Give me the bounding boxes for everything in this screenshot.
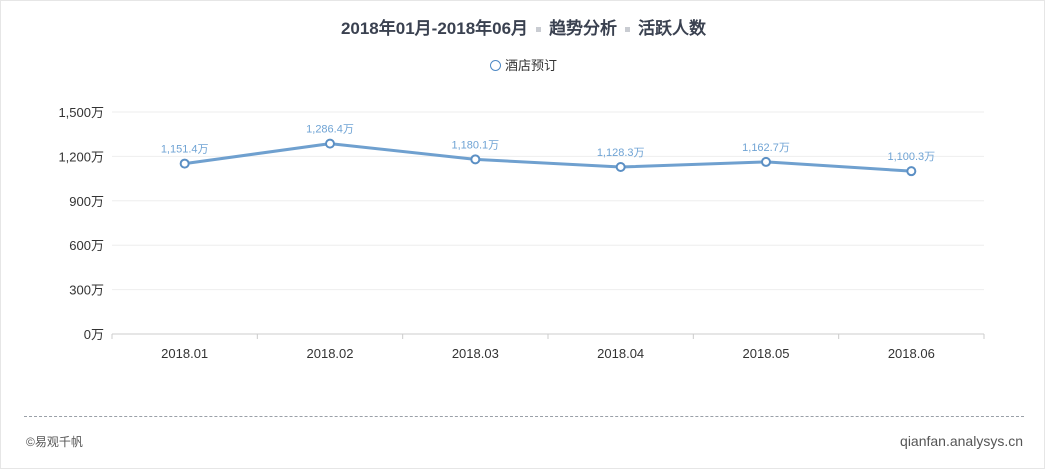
legend-label: 酒店预订 [504,58,557,73]
x-tick-label: 2018.04 [597,346,644,361]
data-label: 1,162.7万 [742,142,790,154]
data-point [179,158,190,169]
data-label: 1,151.4万 [161,144,209,156]
title-date-range: 2018年01月-2018年06月 [340,19,529,38]
legend-marker-icon [489,60,501,71]
y-tick-label: 300万 [69,283,104,298]
data-label: 1,180.1万 [451,139,499,151]
title-section: 趋势分析 [549,19,618,38]
x-tick-label: 2018.01 [161,346,208,361]
y-tick-label: 1,500万 [58,105,104,120]
data-point [470,154,481,165]
line-chart: 0万 300万 600万 900万 1,200万 1,500万 2018.01 2018.02… [58,105,985,361]
data-point [615,162,626,173]
chart-legend[interactable]: 酒店预订 [0,55,1047,74]
y-tick-label: 900万 [69,194,104,209]
title-metric: 活跃人数 [638,19,707,38]
footer-site-link[interactable]: qianfan.analysys.cn [900,433,1023,449]
y-tick-label: 600万 [69,238,104,253]
x-tick-label: 2018.05 [743,346,790,361]
x-tick-label: 2018.06 [888,346,935,361]
data-label: 1,128.3万 [597,147,645,159]
data-label: 1,100.3万 [887,151,935,163]
title-separator-1 [536,27,542,33]
series-line [184,142,912,173]
title-separator-2 [625,27,631,33]
x-tick-label: 2018.02 [307,346,354,361]
data-label: 1,286.4万 [306,124,354,136]
data-point [325,138,335,149]
y-tick-label: 1,200万 [58,149,104,164]
y-tick-label: 0万 [84,327,104,342]
data-point [761,156,771,167]
x-tick-label: 2018.03 [452,346,499,361]
data-point [906,166,917,177]
chart-title: 2018年01月-2018年06月 趋势分析 活跃人数 [0,14,1047,39]
footer-copyright: ©易观千帆 [26,435,83,449]
footer-divider [24,416,1024,417]
